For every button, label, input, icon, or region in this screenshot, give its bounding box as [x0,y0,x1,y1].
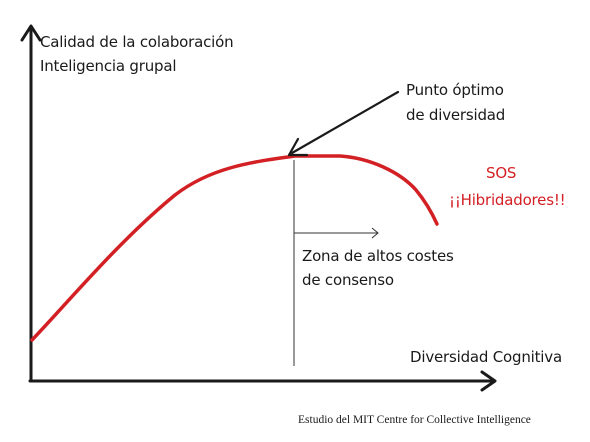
optimum-label-line1: Punto óptimo [406,81,504,99]
optimum-arrow [287,90,400,157]
alert-label-line1: SOS [486,164,517,182]
x-axis-label: Diversidad Cognitiva [410,348,562,366]
zone-label-line1: Zona de altos costes [302,247,454,265]
collaboration-curve [30,154,439,342]
zone-arrow [294,227,379,239]
y-axis-label-line2: Inteligencia grupal [40,57,177,75]
study-credit: Estudio del MIT Centre for Collective In… [298,414,531,426]
zone-label-line2: de consenso [302,271,394,289]
y-axis-label-line1: Calidad de la colaboración [40,33,234,51]
x-axis [28,370,497,392]
y-axis [20,24,42,383]
optimum-label-line2: de diversidad [406,106,506,124]
alert-label-line2: ¡¡Hibridadores!! [449,191,566,209]
